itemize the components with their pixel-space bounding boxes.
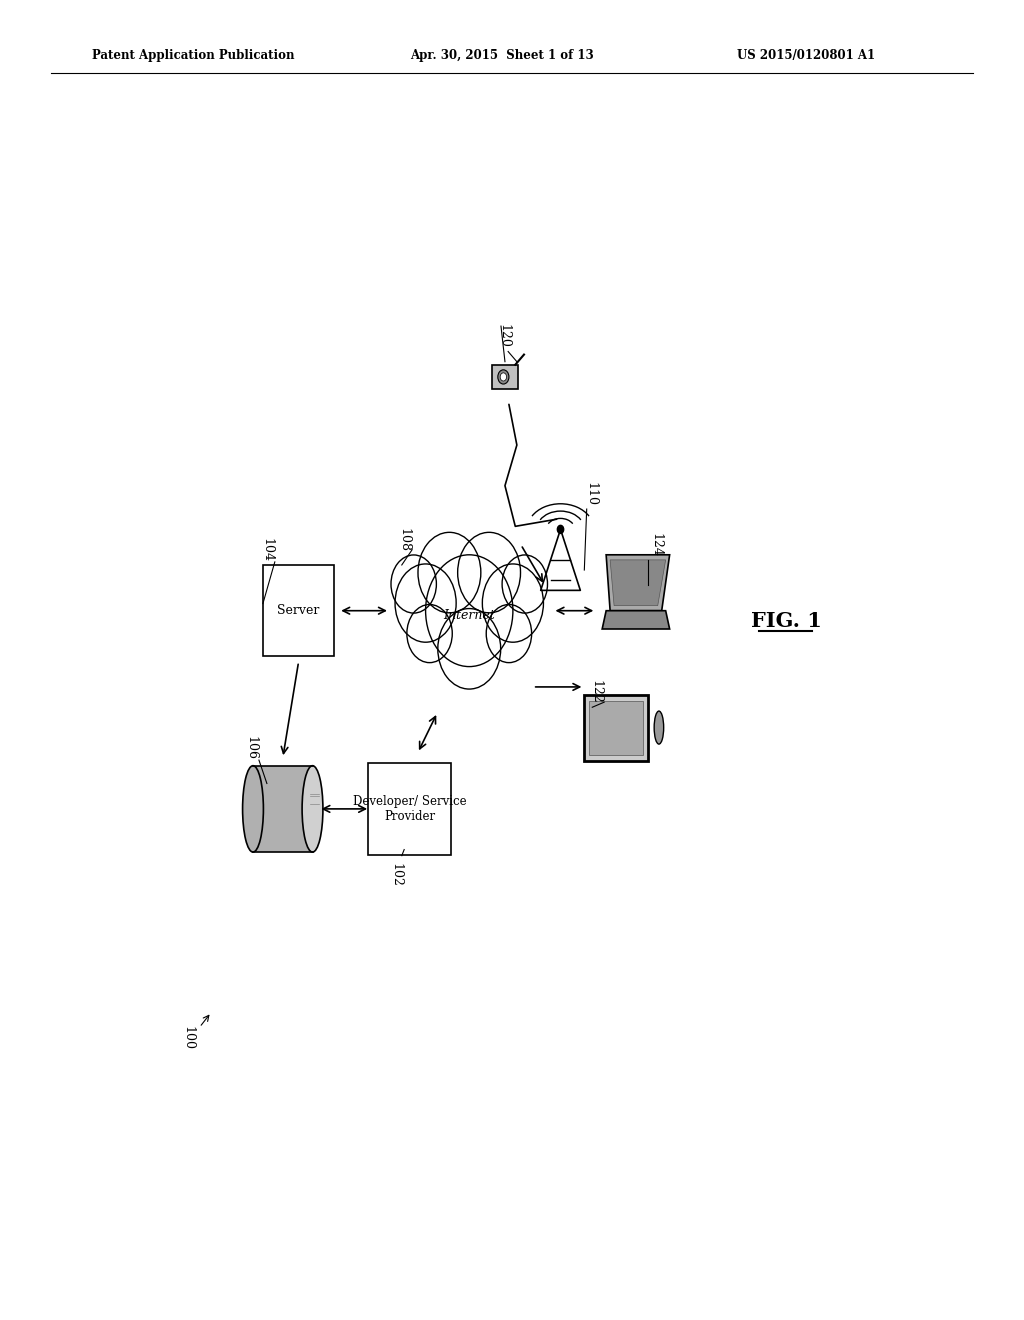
Circle shape xyxy=(395,564,456,643)
Ellipse shape xyxy=(243,766,263,853)
Circle shape xyxy=(557,525,563,533)
Bar xyxy=(589,701,643,755)
Text: Internet: Internet xyxy=(443,610,496,622)
Circle shape xyxy=(426,554,513,667)
Text: 104: 104 xyxy=(260,537,273,562)
Text: Apr. 30, 2015  Sheet 1 of 13: Apr. 30, 2015 Sheet 1 of 13 xyxy=(410,49,593,62)
Text: Patent Application Publication: Patent Application Publication xyxy=(92,49,295,62)
Bar xyxy=(263,565,334,656)
Text: US 2015/0120801 A1: US 2015/0120801 A1 xyxy=(737,49,876,62)
Bar xyxy=(585,694,648,760)
Text: Server: Server xyxy=(278,605,319,618)
Bar xyxy=(253,766,312,853)
Circle shape xyxy=(498,370,509,384)
Polygon shape xyxy=(606,554,670,611)
Bar xyxy=(368,763,452,854)
Ellipse shape xyxy=(654,711,664,744)
Text: FIG. 1: FIG. 1 xyxy=(752,611,822,631)
Text: 122: 122 xyxy=(590,680,603,704)
Text: 102: 102 xyxy=(390,863,402,887)
Circle shape xyxy=(502,554,548,612)
Circle shape xyxy=(500,372,507,381)
Bar xyxy=(493,364,518,389)
Circle shape xyxy=(418,532,481,612)
Polygon shape xyxy=(602,611,670,630)
Circle shape xyxy=(486,605,531,663)
Text: 100: 100 xyxy=(181,1026,194,1049)
Ellipse shape xyxy=(302,766,323,853)
Text: 124: 124 xyxy=(649,533,663,557)
Text: 110: 110 xyxy=(584,482,597,506)
Circle shape xyxy=(482,564,544,643)
Text: Developer/ Service
Provider: Developer/ Service Provider xyxy=(353,795,467,822)
Text: 120: 120 xyxy=(498,325,511,348)
Circle shape xyxy=(391,554,436,612)
Text: 106: 106 xyxy=(245,737,257,760)
Text: 108: 108 xyxy=(397,528,411,552)
Circle shape xyxy=(407,605,453,663)
Circle shape xyxy=(458,532,520,612)
Circle shape xyxy=(438,609,501,689)
Polygon shape xyxy=(610,560,666,606)
